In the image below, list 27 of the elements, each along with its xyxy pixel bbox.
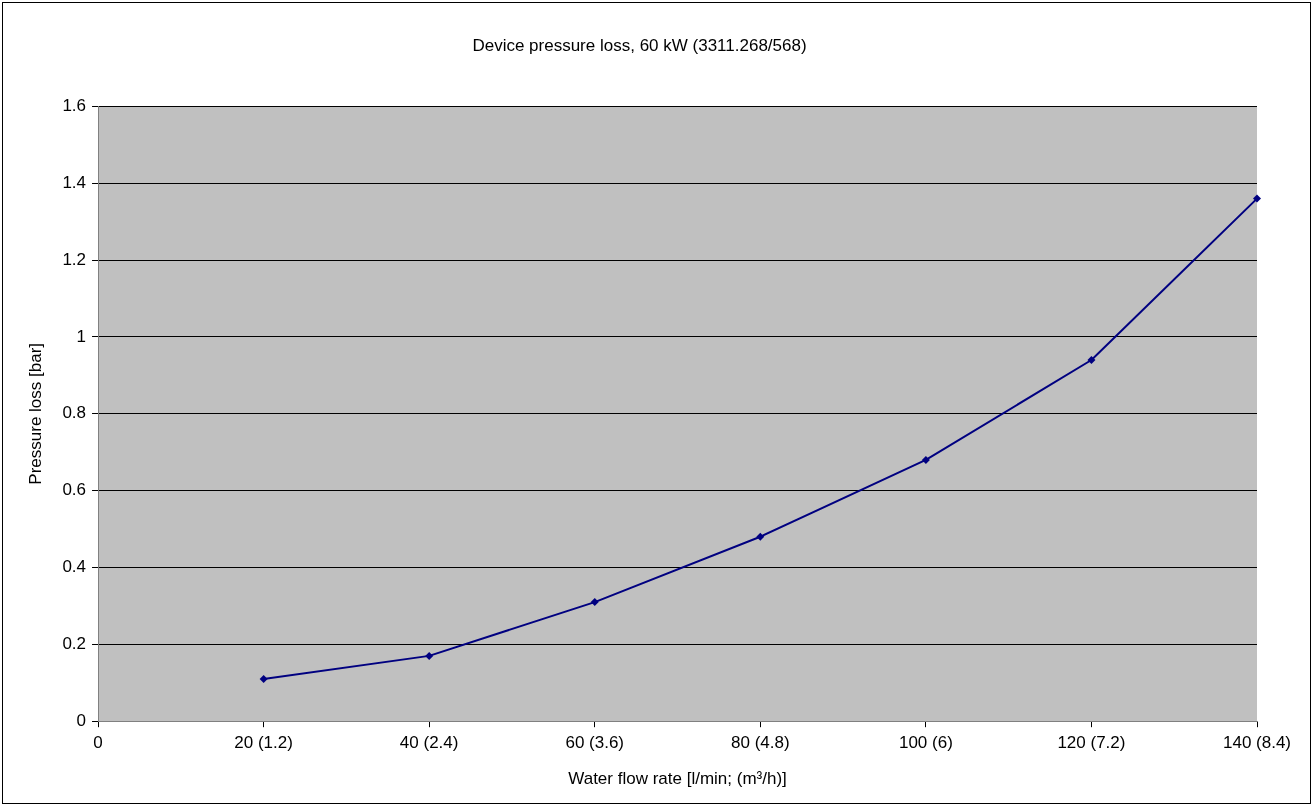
y-tick-label: 0.8	[62, 403, 87, 423]
x-tick-label: 0	[93, 733, 103, 753]
y-tick-label: 1	[76, 326, 87, 346]
x-tick-label: 140 (8.4)	[1222, 733, 1292, 753]
point	[1087, 356, 1096, 365]
y-tick-label: 1.2	[62, 249, 87, 269]
point	[756, 532, 765, 541]
chart-title: Device pressure loss, 60 kW (3311.268/568)	[472, 35, 807, 55]
point	[425, 651, 434, 660]
x-tick-label: 80 (4.8)	[731, 733, 790, 753]
y-axis-title: Pressure loss [bar]	[25, 342, 45, 485]
y-tick-label: 1.4	[62, 172, 87, 192]
point	[921, 455, 930, 464]
y-tick-label: 0.4	[62, 557, 87, 577]
point	[259, 674, 268, 683]
point	[590, 598, 599, 607]
x-tick-label: 20 (1.2)	[234, 733, 293, 753]
x-tick-label: 40 (2.4)	[399, 733, 459, 753]
point	[1253, 194, 1261, 203]
y-tick-label: 0.6	[62, 480, 87, 500]
x-tick-label: 120 (7.2)	[1057, 733, 1126, 753]
x-tick-label: 100 (6)	[898, 733, 953, 753]
y-tick-label: 0	[76, 710, 87, 730]
y-tick-label: 1.6	[62, 96, 87, 116]
y-tick-label: 0.2	[62, 634, 87, 654]
x-axis-title: Water flow rate [l/min; (m³/h)]	[568, 769, 787, 789]
x-tick-label: 60 (3.6)	[565, 733, 625, 753]
